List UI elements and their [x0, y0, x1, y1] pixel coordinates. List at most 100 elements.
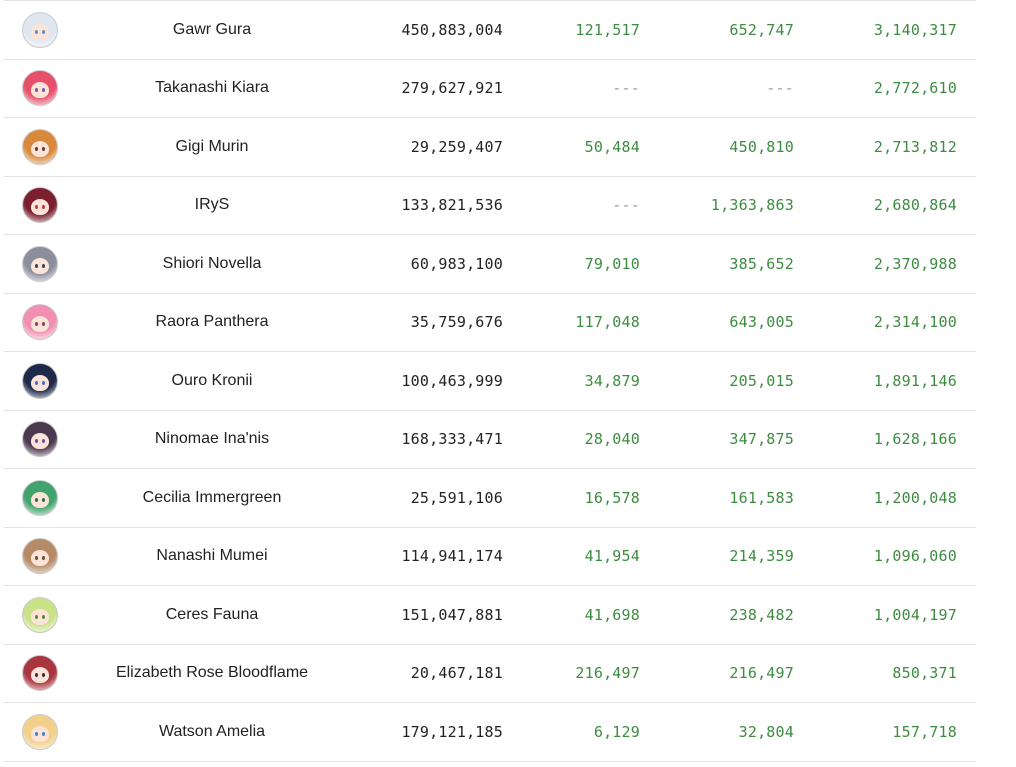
avatar[interactable]	[22, 596, 58, 633]
avatar-eye	[35, 497, 38, 502]
stat-column-4: 1,004,197	[873, 605, 957, 624]
table-row[interactable]: Gawr Gura 450,883,004 121,517 652,747 3,…	[4, 0, 976, 60]
stat-column-2: ---	[612, 79, 640, 98]
talent-name[interactable]: Takanashi Kiara	[155, 79, 269, 97]
avatar[interactable]	[22, 421, 58, 458]
stat-column-3: 652,747	[729, 20, 794, 39]
talent-name[interactable]: Shiori Novella	[162, 254, 262, 272]
stat-column-2: 41,698	[584, 605, 640, 624]
stat-column-2: ---	[612, 196, 640, 215]
stat-column-4: 850,371	[892, 664, 957, 683]
total-count: 60,983,100	[410, 254, 503, 273]
total-count: 29,259,407	[410, 137, 503, 156]
stat-column-3: 214,359	[729, 547, 794, 566]
avatar[interactable]	[22, 304, 58, 341]
avatar-eye	[42, 205, 45, 210]
talent-name[interactable]: Watson Amelia	[158, 722, 266, 740]
stat-column-2: 216,497	[575, 664, 640, 683]
total-count: 100,463,999	[401, 371, 503, 390]
avatar-eye	[42, 322, 45, 327]
stat-column-3: 205,015	[729, 371, 794, 390]
stat-column-2: 6,129	[593, 722, 640, 741]
avatar-face	[31, 667, 49, 684]
talent-name[interactable]: Elizabeth Rose Bloodflame	[115, 664, 309, 682]
table-row[interactable]: Gigi Murin 29,259,407 50,484 450,810 2,7…	[4, 118, 976, 177]
stat-column-4: 1,891,146	[873, 371, 957, 390]
table-row[interactable]: Shiori Novella 60,983,100 79,010 385,652…	[4, 235, 976, 294]
avatar[interactable]	[22, 70, 58, 107]
stat-column-4: 157,718	[892, 722, 957, 741]
avatar-eye	[35, 88, 38, 93]
avatar[interactable]	[22, 538, 58, 575]
talent-name[interactable]: Ceres Fauna	[165, 605, 259, 623]
total-count: 114,941,174	[401, 547, 503, 566]
talent-name[interactable]: IRyS	[194, 196, 230, 214]
stat-column-2: 50,484	[584, 137, 640, 156]
avatar[interactable]	[22, 245, 58, 282]
table-row[interactable]: Ninomae Ina'nis 168,333,471 28,040 347,8…	[4, 411, 976, 469]
avatar-eye	[42, 88, 45, 93]
talent-name[interactable]: Raora Panthera	[155, 313, 269, 331]
avatar[interactable]	[22, 713, 58, 750]
stat-column-3: ---	[766, 79, 794, 98]
table-row[interactable]: Watson Amelia 179,121,185 6,129 32,804 1…	[4, 703, 976, 762]
avatar-eye	[42, 439, 45, 444]
talent-name[interactable]: Gawr Gura	[172, 20, 252, 38]
avatar[interactable]	[22, 128, 58, 165]
avatar[interactable]	[22, 187, 58, 224]
talent-stats-table: Gawr Gura 450,883,004 121,517 652,747 3,…	[4, 0, 976, 762]
table-row[interactable]: IRyS 133,821,536 --- 1,363,863 2,680,864	[4, 177, 976, 235]
stat-column-3: 347,875	[729, 430, 794, 449]
total-count: 168,333,471	[401, 430, 503, 449]
table-row[interactable]: Nanashi Mumei 114,941,174 41,954 214,359…	[4, 528, 976, 586]
avatar-face	[31, 433, 49, 450]
table-row[interactable]: Takanashi Kiara 279,627,921 --- --- 2,77…	[4, 60, 976, 118]
avatar-eye	[42, 614, 45, 619]
talent-name[interactable]: Cecilia Immergreen	[142, 488, 282, 506]
stat-column-3: 385,652	[729, 254, 794, 273]
avatar-eye	[35, 263, 38, 268]
avatar[interactable]	[22, 362, 58, 399]
talent-name[interactable]: Ouro Kronii	[171, 371, 253, 389]
total-count: 20,467,181	[410, 664, 503, 683]
stat-column-3: 643,005	[729, 313, 794, 332]
stat-column-4: 1,200,048	[873, 488, 957, 507]
stat-column-3: 32,804	[738, 722, 794, 741]
total-count: 35,759,676	[410, 313, 503, 332]
avatar-eye	[35, 439, 38, 444]
avatar-face	[31, 374, 49, 391]
total-count: 179,121,185	[401, 722, 503, 741]
stat-column-2: 41,954	[584, 547, 640, 566]
stat-column-2: 28,040	[584, 430, 640, 449]
table-row[interactable]: Raora Panthera 35,759,676 117,048 643,00…	[4, 294, 976, 352]
table-row[interactable]: Ouro Kronii 100,463,999 34,879 205,015 1…	[4, 352, 976, 411]
avatar[interactable]	[22, 479, 58, 516]
avatar-eye	[42, 380, 45, 385]
stat-column-2: 34,879	[584, 371, 640, 390]
talent-name[interactable]: Nanashi Mumei	[156, 547, 268, 565]
total-count: 133,821,536	[401, 196, 503, 215]
stat-column-4: 2,680,864	[873, 196, 957, 215]
avatar-face	[31, 550, 49, 567]
total-count: 279,627,921	[401, 79, 503, 98]
stat-column-2: 121,517	[575, 20, 640, 39]
stat-column-4: 2,370,988	[873, 254, 957, 273]
table-row[interactable]: Ceres Fauna 151,047,881 41,698 238,482 1…	[4, 586, 976, 645]
avatar-eye	[35, 146, 38, 151]
avatar-eye	[35, 556, 38, 561]
avatar[interactable]	[22, 655, 58, 692]
avatar-face	[31, 257, 49, 274]
avatar-face	[31, 23, 49, 40]
talent-name[interactable]: Gigi Murin	[175, 137, 249, 155]
avatar[interactable]	[22, 11, 58, 48]
avatar-face	[31, 316, 49, 333]
avatar-eye	[35, 322, 38, 327]
table-row[interactable]: Elizabeth Rose Bloodflame 20,467,181 216…	[4, 645, 976, 703]
avatar-face	[31, 725, 49, 742]
avatar-eye	[35, 29, 38, 34]
stat-column-3: 238,482	[729, 605, 794, 624]
stat-column-2: 117,048	[575, 313, 640, 332]
table-row[interactable]: Cecilia Immergreen 25,591,106 16,578 161…	[4, 469, 976, 528]
talent-name[interactable]: Ninomae Ina'nis	[154, 430, 270, 448]
total-count: 151,047,881	[401, 605, 503, 624]
